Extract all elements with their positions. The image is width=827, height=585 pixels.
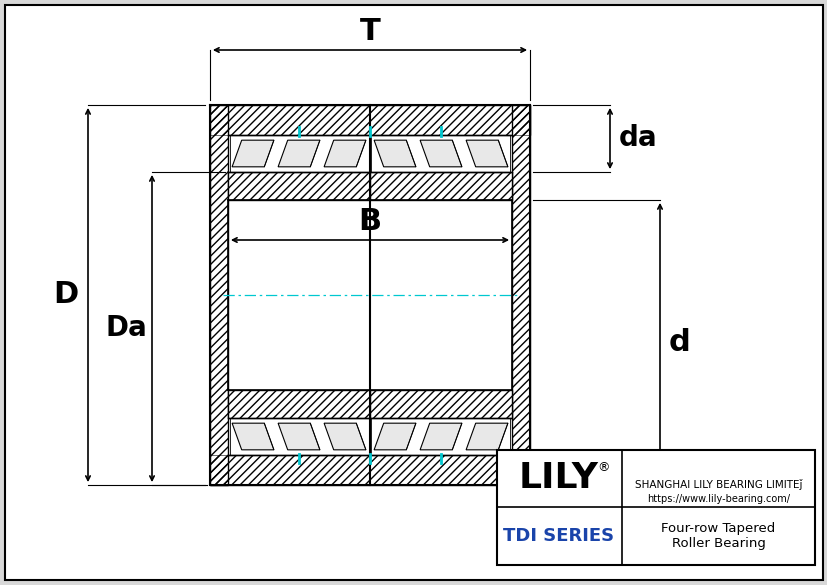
Text: TDI SERIES: TDI SERIES [503, 527, 614, 545]
Text: Four-row Tapered
Roller Bearing: Four-row Tapered Roller Bearing [661, 522, 775, 550]
Bar [370, 390, 511, 418]
Bar [210, 105, 529, 135]
Text: Da: Da [105, 315, 146, 342]
Polygon shape [232, 140, 274, 167]
Text: SHANGHAI LILY BEARING LIMITEǰ: SHANGHAI LILY BEARING LIMITEǰ [634, 480, 801, 490]
Text: https://www.lily-bearing.com/: https://www.lily-bearing.com/ [646, 494, 789, 504]
Polygon shape [466, 423, 507, 450]
Polygon shape [278, 140, 319, 167]
Text: B: B [358, 208, 381, 236]
Polygon shape [419, 423, 461, 450]
Bar [511, 105, 529, 485]
Polygon shape [232, 423, 274, 450]
Text: ®: ® [596, 461, 609, 474]
Text: D: D [53, 280, 79, 309]
Bar [210, 105, 227, 485]
Bar [227, 172, 370, 200]
Polygon shape [374, 140, 415, 167]
Polygon shape [323, 423, 366, 450]
Bar [496, 450, 814, 565]
Bar [227, 390, 370, 418]
Polygon shape [374, 423, 415, 450]
Bar [210, 455, 529, 485]
Polygon shape [466, 140, 507, 167]
Text: LILY: LILY [519, 462, 598, 495]
Bar [370, 172, 511, 200]
Bar [511, 105, 529, 485]
Bar [370, 172, 511, 200]
Bar [227, 172, 370, 200]
Text: d: d [668, 328, 690, 357]
Bar [210, 105, 529, 135]
Bar [227, 390, 370, 418]
Polygon shape [419, 140, 461, 167]
Polygon shape [278, 423, 319, 450]
Bar [210, 455, 529, 485]
Text: da: da [618, 125, 657, 153]
Bar [210, 105, 227, 485]
Text: T: T [359, 18, 380, 46]
Bar [370, 390, 511, 418]
Polygon shape [323, 140, 366, 167]
